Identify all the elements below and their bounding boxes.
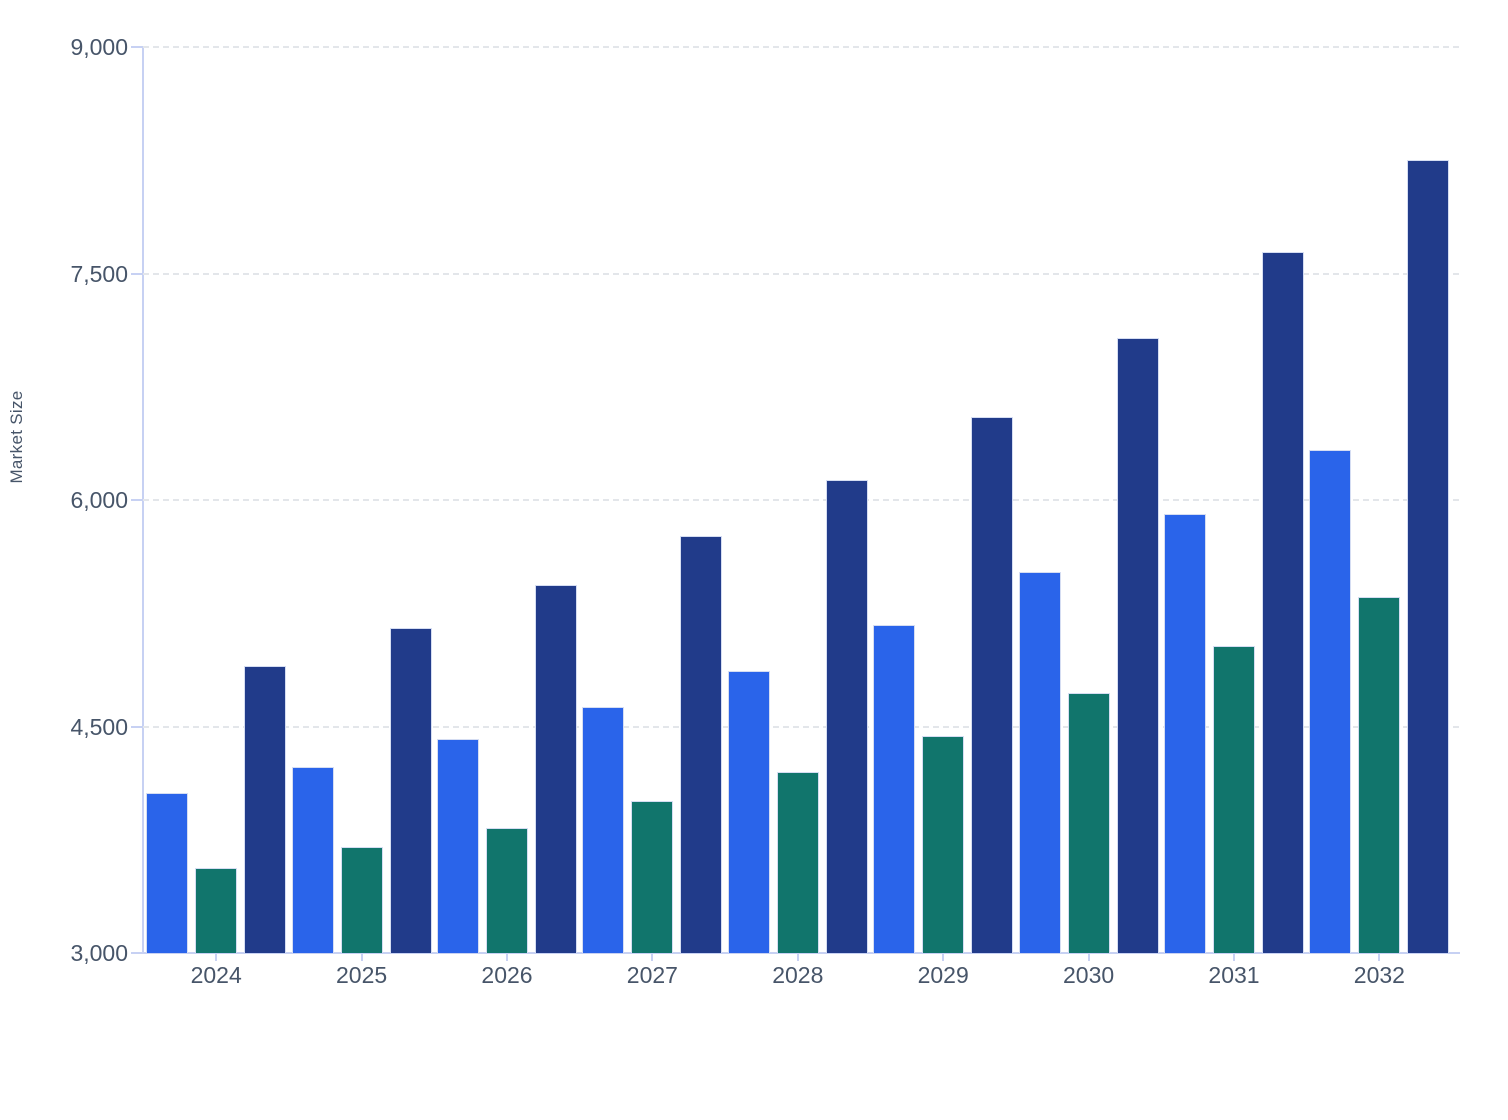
bar-navy-series-2027[interactable] <box>680 536 723 953</box>
x-tick-mark <box>651 954 654 961</box>
x-tick-mark <box>1087 954 1090 961</box>
y-axis-title: Market Size <box>7 390 26 484</box>
x-tick-mark <box>506 954 508 961</box>
gridline <box>143 499 1459 501</box>
bar-navy-series-2030[interactable] <box>1116 338 1159 953</box>
x-tick-mark <box>1378 954 1381 961</box>
bar-navy-series-2032[interactable] <box>1407 160 1450 953</box>
x-tick-mark <box>360 954 363 961</box>
x-tick-label-2024: 2024 <box>190 962 242 988</box>
y-tick-label: 4,500 <box>70 713 128 740</box>
x-tick-mark <box>942 954 945 961</box>
bar-blue-series-2029[interactable] <box>873 625 916 953</box>
bar-teal-series-2027[interactable] <box>631 800 674 953</box>
bar-navy-series-2029[interactable] <box>971 416 1014 953</box>
y-tick-label: 6,000 <box>70 487 128 513</box>
x-tick-label-2028: 2028 <box>772 962 824 988</box>
y-tick-label: 9,000 <box>70 34 128 60</box>
bar-blue-series-2026[interactable] <box>437 738 479 953</box>
y-tick-mark <box>131 46 143 48</box>
bar-navy-series-2028[interactable] <box>825 480 868 953</box>
x-tick-label-2031: 2031 <box>1208 962 1260 988</box>
x-tick-label-2026: 2026 <box>481 962 533 988</box>
y-tick-label: 3,000 <box>70 940 128 966</box>
bar-teal-series-2024[interactable] <box>195 868 238 953</box>
bar-blue-series-2028[interactable] <box>727 670 770 953</box>
bar-teal-series-2026[interactable] <box>486 827 528 953</box>
bar-teal-series-2032[interactable] <box>1358 596 1401 953</box>
plot-area <box>143 46 1459 953</box>
bar-blue-series-2025[interactable] <box>291 767 334 953</box>
bar-teal-series-2025[interactable] <box>340 847 383 953</box>
y-tick-mark <box>131 499 143 501</box>
gridline <box>143 46 1459 48</box>
bar-navy-series-2024[interactable] <box>244 666 287 953</box>
x-tick-label-2027: 2027 <box>626 962 678 988</box>
x-tick-mark <box>796 954 799 961</box>
x-tick-label-2025: 2025 <box>336 962 388 988</box>
y-tick-label: 7,500 <box>70 260 128 287</box>
x-tick-label-2032: 2032 <box>1353 962 1405 988</box>
y-tick-mark <box>131 725 143 728</box>
y-tick-mark <box>131 272 143 275</box>
bar-teal-series-2031[interactable] <box>1213 646 1255 953</box>
gridline <box>143 272 1459 275</box>
x-axis-line <box>142 952 1460 954</box>
x-tick-mark <box>215 954 218 961</box>
x-tick-mark <box>1233 954 1235 961</box>
bar-blue-series-2027[interactable] <box>582 706 625 953</box>
x-tick-label-2030: 2030 <box>1063 962 1115 988</box>
bar-navy-series-2025[interactable] <box>389 628 432 953</box>
bar-navy-series-2026[interactable] <box>535 584 577 953</box>
x-tick-label-2029: 2029 <box>917 962 969 988</box>
gridline <box>143 725 1459 728</box>
bar-teal-series-2029[interactable] <box>922 735 965 953</box>
bar-navy-series-2031[interactable] <box>1262 252 1304 953</box>
bar-blue-series-2030[interactable] <box>1018 572 1061 953</box>
bar-blue-series-2031[interactable] <box>1164 513 1206 953</box>
bar-teal-series-2030[interactable] <box>1067 693 1110 953</box>
bar-blue-series-2032[interactable] <box>1309 450 1352 953</box>
bar-teal-series-2028[interactable] <box>776 771 819 953</box>
y-tick-mark <box>131 952 143 954</box>
bar-blue-series-2024[interactable] <box>146 792 189 953</box>
